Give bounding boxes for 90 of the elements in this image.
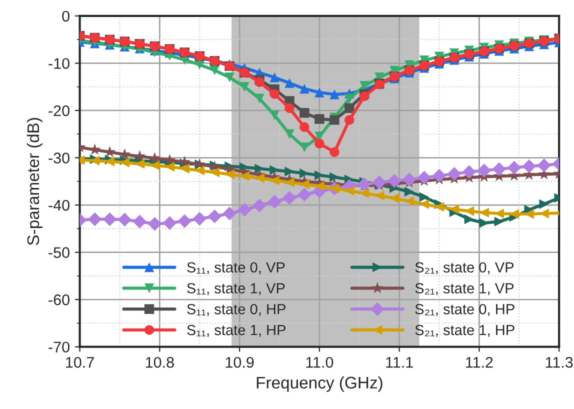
point — [477, 164, 492, 178]
point — [284, 129, 294, 139]
y-tick-label: -30 — [48, 152, 70, 164]
y-tick-label: -60 — [48, 294, 70, 306]
y-axis-title: S-parameter (dB) — [26, 118, 42, 245]
point — [148, 152, 161, 164]
point — [88, 212, 102, 226]
legend-label: S₁₁, state 0, VP — [187, 262, 285, 274]
point — [402, 172, 416, 186]
point — [344, 103, 354, 113]
point — [462, 165, 476, 179]
point — [224, 72, 234, 82]
point — [390, 194, 400, 204]
point — [344, 94, 354, 104]
point — [300, 122, 310, 132]
point — [298, 188, 312, 202]
x-tick-label: 11.3 — [546, 356, 573, 368]
x-axis-title: Frequency (GHz) — [256, 376, 382, 392]
point — [300, 179, 310, 190]
point — [314, 88, 324, 98]
y-tick-label: -70 — [48, 342, 70, 353]
point — [314, 114, 324, 124]
legend-label: S₂₁, state 1, VP — [415, 283, 514, 296]
point — [344, 186, 354, 196]
point — [240, 82, 250, 92]
legend-label: S₂₁, state 0, VP — [415, 262, 514, 274]
point — [134, 150, 146, 162]
point — [464, 214, 474, 224]
point — [192, 212, 206, 226]
legend-label: S₁₁, state 0, HP — [187, 304, 286, 316]
point — [270, 110, 280, 120]
y-tick-label: -50 — [48, 247, 70, 258]
point — [330, 115, 340, 125]
point — [270, 89, 280, 99]
point — [359, 91, 370, 102]
point — [507, 160, 522, 175]
point — [238, 202, 252, 217]
point — [434, 202, 444, 212]
point — [268, 194, 282, 209]
legend-label: S₂₁, state 1, HP — [415, 324, 514, 337]
point — [539, 199, 549, 209]
x-tick-label: 11.2 — [466, 356, 493, 368]
point — [300, 108, 310, 118]
y-tick-label: -40 — [48, 200, 70, 211]
point — [284, 103, 294, 113]
legend-label: S₁₁, state 1, HP — [187, 324, 286, 337]
point — [417, 170, 432, 184]
point — [222, 206, 236, 220]
point — [270, 72, 280, 82]
y-tick-label: 0 — [62, 10, 70, 22]
point — [208, 209, 222, 224]
y-tick-label: -10 — [48, 58, 70, 69]
x-tick-label: 10.7 — [66, 356, 94, 368]
point — [330, 172, 340, 182]
point — [522, 159, 536, 174]
y-tick-label: -20 — [48, 105, 70, 116]
point — [344, 115, 354, 125]
point — [537, 158, 551, 172]
x-tick-label: 10.9 — [226, 356, 254, 368]
x-tick-label: 11.0 — [306, 356, 334, 368]
point — [118, 212, 132, 227]
point — [162, 216, 177, 230]
point — [432, 168, 446, 183]
point — [178, 214, 192, 228]
point — [102, 212, 117, 226]
point — [492, 162, 506, 176]
point — [284, 78, 294, 88]
point — [330, 90, 340, 100]
point — [359, 81, 370, 91]
point — [254, 77, 264, 87]
point — [494, 216, 504, 226]
point — [300, 84, 310, 94]
point — [387, 174, 402, 188]
legend-label: S₁₁, state 1, VP — [187, 283, 285, 296]
point — [404, 186, 414, 197]
point — [282, 191, 296, 205]
legend-label: S₂₁, state 0, HP — [415, 304, 514, 316]
point — [447, 166, 462, 181]
point — [314, 138, 324, 148]
x-tick-label: 11.1 — [386, 357, 413, 368]
point — [252, 198, 266, 212]
x-tick-label: 10.8 — [146, 356, 174, 368]
point — [254, 94, 264, 104]
point — [419, 192, 430, 202]
point — [132, 214, 147, 228]
point — [330, 147, 340, 157]
point — [372, 175, 386, 190]
point — [148, 217, 162, 231]
point — [210, 65, 220, 76]
point — [300, 142, 310, 152]
